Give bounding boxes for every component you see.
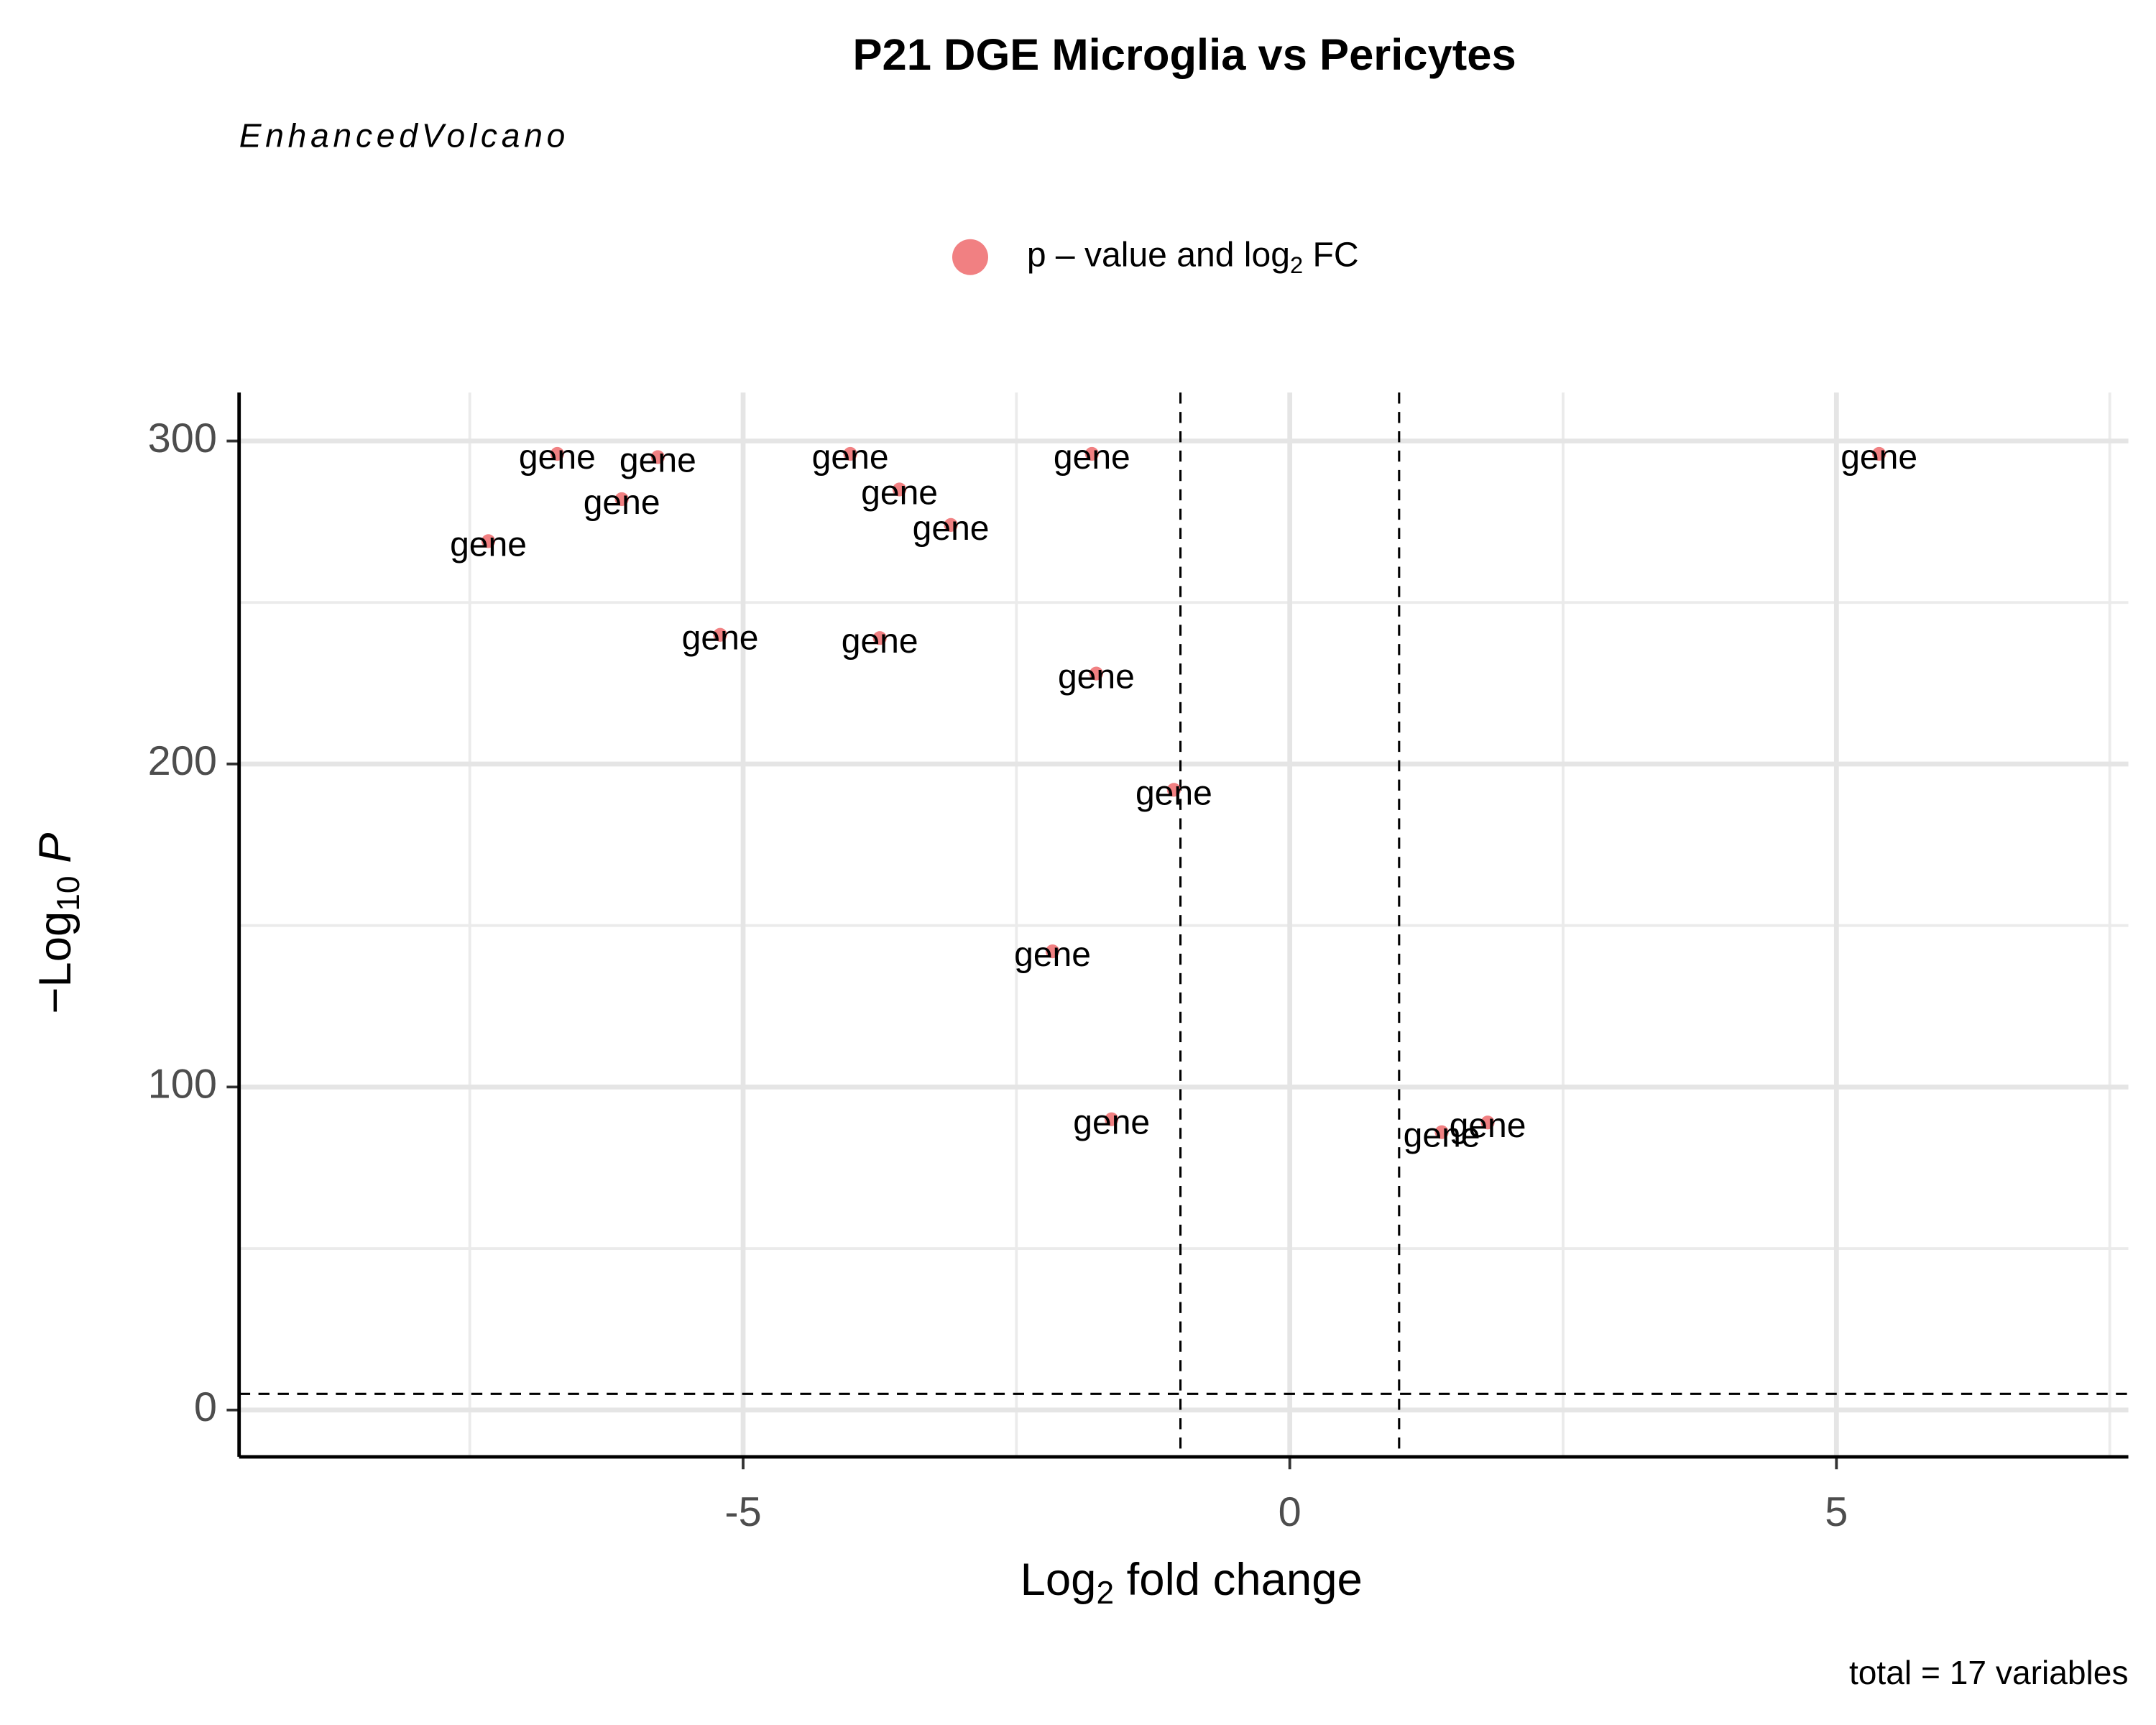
point bbox=[1045, 944, 1060, 959]
x-tick-label: 0 bbox=[1279, 1489, 1302, 1535]
x-label-text: Log bbox=[1021, 1555, 1097, 1605]
point-label: gene bbox=[1058, 658, 1135, 696]
point-label: gene bbox=[450, 525, 527, 564]
point-label: gene bbox=[619, 441, 696, 479]
point-label: gene bbox=[812, 438, 889, 477]
point-label: gene bbox=[519, 438, 596, 477]
point bbox=[1089, 666, 1104, 681]
point-label: gene bbox=[861, 473, 938, 512]
point bbox=[1872, 446, 1886, 461]
legend-rest: FC bbox=[1303, 235, 1358, 274]
point-label: gene bbox=[682, 619, 759, 658]
point-label: gene bbox=[1073, 1103, 1150, 1142]
legend-sub: 2 bbox=[1290, 252, 1303, 278]
point bbox=[550, 446, 565, 461]
legend-marker bbox=[952, 239, 988, 275]
y-label-rest: P bbox=[30, 833, 80, 876]
chart-title: P21 DGE Microglia vs Pericytes bbox=[852, 30, 1516, 80]
point-label: gene bbox=[1450, 1106, 1526, 1145]
y-label-text: −Log bbox=[30, 911, 80, 1014]
y-tick-label: 200 bbox=[148, 738, 217, 784]
x-label-rest: fold change bbox=[1114, 1555, 1363, 1605]
point bbox=[892, 482, 907, 497]
point-label: gene bbox=[1135, 773, 1212, 812]
point bbox=[872, 631, 887, 645]
y-label-sub: 10 bbox=[51, 876, 86, 911]
point-label: gene bbox=[1841, 438, 1917, 477]
point-label: gene bbox=[1014, 935, 1091, 974]
x-axis-label: Log2 fold change bbox=[1021, 1555, 1363, 1611]
point bbox=[843, 446, 857, 461]
x-tick-label: -5 bbox=[724, 1489, 761, 1535]
point bbox=[614, 492, 629, 507]
y-tick-label: 300 bbox=[148, 415, 217, 461]
legend-text: p – value and log bbox=[1027, 235, 1290, 274]
legend-label: p – value and log2 FC bbox=[1027, 235, 1359, 277]
point bbox=[944, 518, 958, 533]
point bbox=[1480, 1116, 1495, 1130]
point-label: gene bbox=[1054, 438, 1130, 477]
point bbox=[650, 450, 665, 464]
y-tick-label: 0 bbox=[194, 1384, 217, 1430]
point-label: gene bbox=[1404, 1116, 1480, 1155]
point bbox=[713, 627, 727, 642]
chart-subtitle: EnhancedVolcano bbox=[239, 116, 569, 154]
point-label: gene bbox=[584, 483, 660, 522]
point bbox=[1434, 1125, 1449, 1139]
x-tick-label: 5 bbox=[1825, 1489, 1848, 1535]
y-axis-label: −Log10 P bbox=[30, 833, 86, 1014]
point bbox=[481, 534, 496, 548]
point bbox=[1084, 446, 1099, 461]
y-tick-label: 100 bbox=[148, 1062, 217, 1108]
caption: total = 17 variables bbox=[1849, 1654, 2129, 1691]
x-label-sub: 2 bbox=[1096, 1576, 1114, 1611]
point-label: gene bbox=[842, 622, 918, 661]
point-label: gene bbox=[913, 509, 990, 548]
legend: p – value and log2 FC bbox=[952, 235, 1359, 278]
point bbox=[1166, 783, 1181, 797]
point bbox=[1105, 1112, 1119, 1126]
